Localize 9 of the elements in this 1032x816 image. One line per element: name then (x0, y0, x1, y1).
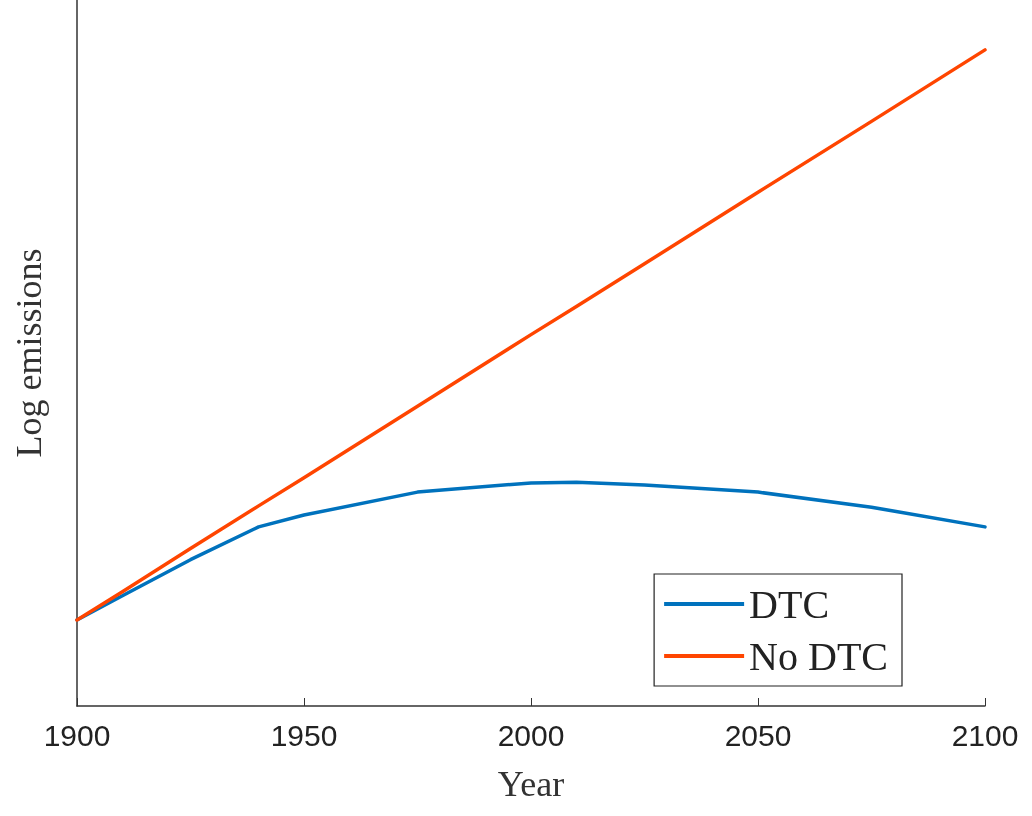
x-tick-label: 2050 (724, 718, 792, 752)
x-tick-label: 2100 (951, 718, 1019, 752)
x-tick-label: 2000 (497, 718, 565, 752)
x-tick-label: 1950 (270, 718, 338, 752)
y-axis-title: Log emissions (9, 248, 49, 458)
x-tick-label: 1900 (43, 718, 111, 752)
legend-label: No DTC (749, 633, 888, 679)
legend-label: DTC (749, 581, 830, 627)
x-axis-title: Year (497, 764, 565, 804)
